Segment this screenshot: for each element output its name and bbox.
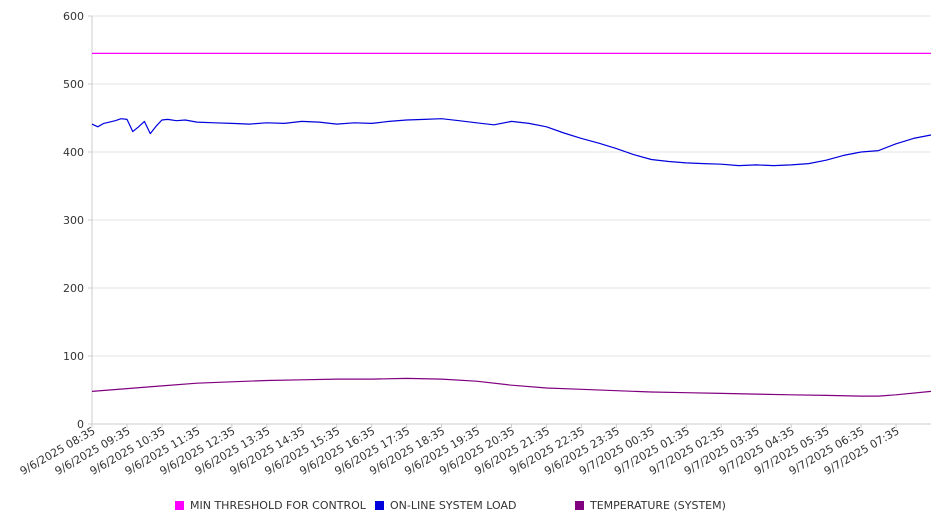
legend-item[interactable]: ON-LINE SYSTEM LOAD [375, 497, 516, 513]
series-lines [91, 52, 932, 397]
legend-item[interactable]: TEMPERATURE (SYSTEM) [575, 497, 726, 513]
legend-item[interactable]: MIN THRESHOLD FOR CONTROL [175, 497, 366, 513]
legend-label: TEMPERATURE (SYSTEM) [590, 498, 726, 512]
legend: MIN THRESHOLD FOR CONTROL ON-LINE SYSTEM … [0, 497, 946, 515]
y-axis-ticks: 0 100 200 300 400 500 600 [63, 10, 92, 431]
legend-label: MIN THRESHOLD FOR CONTROL [190, 498, 366, 512]
y-tick-label: 100 [63, 350, 84, 363]
legend-label: ON-LINE SYSTEM LOAD [390, 498, 517, 512]
y-tick-label: 0 [77, 418, 84, 431]
x-axis-ticks: 9/6/2025 08:359/6/2025 09:359/6/2025 10:… [18, 424, 902, 478]
y-tick-label: 500 [63, 78, 84, 91]
grid-lines [92, 15, 931, 357]
legend-swatch [375, 500, 384, 510]
y-tick-label: 300 [63, 214, 84, 227]
y-tick-label: 200 [63, 282, 84, 295]
series-line [91, 118, 932, 167]
y-tick-label: 600 [63, 10, 84, 23]
y-tick-label: 400 [63, 146, 84, 159]
series-line [91, 377, 932, 397]
legend-swatch [175, 500, 184, 510]
legend-swatch [575, 500, 584, 510]
